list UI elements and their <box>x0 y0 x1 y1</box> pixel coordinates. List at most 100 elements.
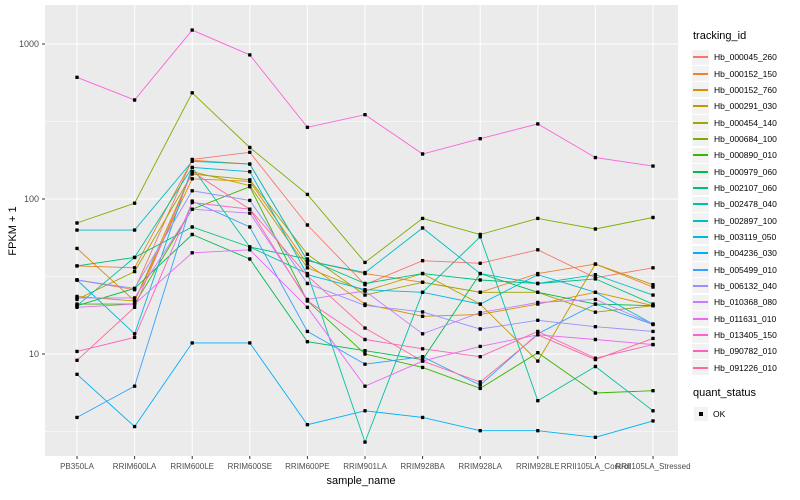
data-point <box>593 155 598 160</box>
data-point <box>593 337 598 342</box>
data-point <box>305 340 310 344</box>
data-point <box>593 435 598 439</box>
legend: tracking_id Hb_000045_260 Hb_000152_150 Hb… <box>692 30 798 422</box>
x-tick-label-RRIM928LE: RRIM928LE <box>516 462 560 471</box>
data-point <box>190 251 194 255</box>
legend-quant-block: quant_status OK <box>692 387 798 422</box>
legend-key <box>692 66 709 82</box>
legend-label: Hb_000152_150 <box>714 68 777 79</box>
data-point <box>478 380 482 384</box>
data-point <box>363 326 367 330</box>
legend-item-Hb_000045_260: Hb_000045_260 <box>692 49 798 65</box>
legend-key <box>692 278 709 294</box>
data-point <box>651 164 655 168</box>
legend-line-swatch <box>693 56 708 59</box>
legend-line-swatch <box>693 350 708 353</box>
legend-item-Hb_000684_100: Hb_000684_100 <box>692 131 798 147</box>
data-point <box>305 274 310 278</box>
legend-item-Hb_002107_060: Hb_002107_060 <box>692 180 798 196</box>
legend-key <box>692 180 709 196</box>
data-point <box>420 216 425 221</box>
legend-label: Hb_002107_060 <box>714 182 777 193</box>
data-point <box>75 75 79 79</box>
data-point <box>248 257 252 261</box>
legend-key <box>692 213 709 229</box>
data-point <box>536 281 540 286</box>
data-point <box>132 335 137 340</box>
legend-line-swatch <box>693 268 708 271</box>
data-point <box>536 122 540 126</box>
data-point <box>593 290 598 294</box>
data-point <box>190 232 194 237</box>
data-point <box>536 300 540 305</box>
data-point <box>305 125 310 129</box>
quant-ok-key <box>694 407 708 422</box>
legend-label: OK <box>713 409 726 420</box>
data-point <box>75 358 79 362</box>
legend-line-swatch <box>693 219 708 222</box>
legend-key <box>692 262 709 278</box>
data-point <box>132 299 137 303</box>
data-point <box>478 383 482 387</box>
data-point <box>651 409 655 413</box>
data-point <box>305 299 310 303</box>
legend-item-Hb_002897_100: Hb_002897_100 <box>692 212 798 229</box>
data-point <box>75 305 79 309</box>
x-tick-label-RRIM928BA: RRIM928BA <box>400 462 445 471</box>
data-point <box>248 145 252 150</box>
legend-items: Hb_000045_260 Hb_000152_150 Hb_000152_760 H… <box>692 49 798 376</box>
data-point <box>478 235 482 239</box>
data-point <box>478 271 482 276</box>
y-tick-label: 10 <box>29 349 39 359</box>
data-point <box>478 355 482 359</box>
data-point <box>248 225 252 229</box>
legend-key <box>692 294 709 310</box>
legend-label: Hb_006132_040 <box>714 280 777 291</box>
data-point <box>478 137 482 141</box>
legend-item-Hb_000152_150: Hb_000152_150 <box>692 65 798 82</box>
legend-label: Hb_000454_140 <box>714 117 777 128</box>
data-point <box>363 270 367 275</box>
data-point <box>536 359 540 363</box>
data-point <box>363 352 367 356</box>
data-point <box>190 341 194 345</box>
data-point <box>363 384 367 388</box>
data-point <box>420 152 425 156</box>
data-point <box>75 278 79 282</box>
plot-panel <box>45 5 678 456</box>
data-point <box>132 201 137 205</box>
data-point <box>478 302 482 306</box>
data-point <box>420 332 425 336</box>
data-point <box>190 200 194 205</box>
data-point <box>420 415 425 420</box>
legend-label: Hb_000045_260 <box>714 52 777 63</box>
data-point <box>420 280 425 284</box>
legend-key <box>692 360 709 376</box>
data-point <box>132 266 137 270</box>
data-point <box>593 302 598 306</box>
x-tick-label-RRII105LA_Control: RRII105LA_Control <box>561 462 631 471</box>
legend-label: Hb_002478_040 <box>714 199 777 210</box>
legend-key <box>692 245 709 261</box>
data-point <box>478 278 482 282</box>
data-point <box>248 53 252 57</box>
data-point <box>651 419 655 423</box>
data-point <box>132 228 137 232</box>
legend-line-swatch <box>693 252 708 255</box>
data-point <box>248 211 252 215</box>
y-axis-title: FPKM + 1 <box>7 206 19 256</box>
data-point <box>478 290 482 294</box>
data-point <box>651 342 655 347</box>
legend-line-swatch <box>693 203 708 206</box>
axes: 10 100 1000 PB350LA RRIM600LA RRIM600LE RRIM60… <box>19 39 691 471</box>
data-points <box>75 28 655 444</box>
data-point <box>248 150 252 154</box>
data-point <box>132 286 137 291</box>
legend-line-swatch <box>693 366 708 369</box>
legend-label: Hb_000291_030 <box>714 101 777 112</box>
data-point <box>478 327 482 331</box>
data-point <box>593 364 598 369</box>
data-point <box>190 170 194 174</box>
data-point <box>132 424 137 429</box>
